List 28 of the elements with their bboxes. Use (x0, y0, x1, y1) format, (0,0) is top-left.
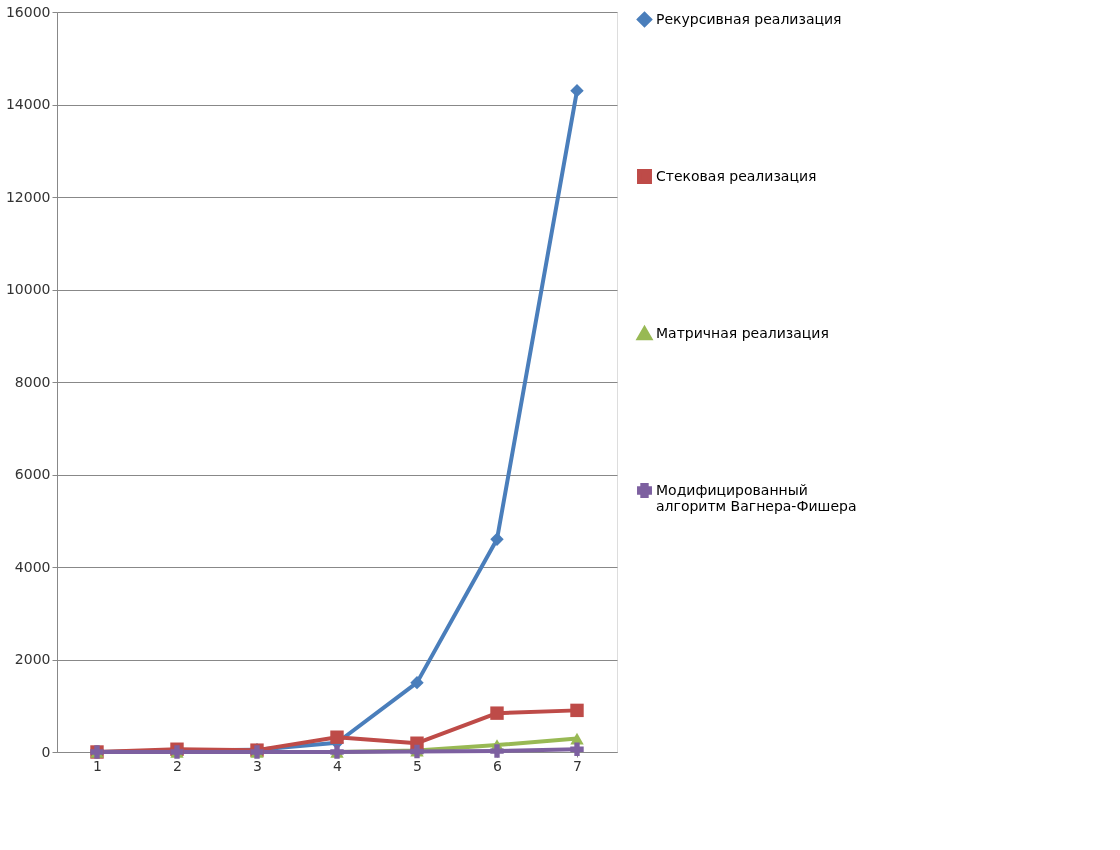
x-tick-label: 4 (333, 757, 343, 774)
point (330, 730, 344, 744)
y-tick-label: 8000 (14, 373, 51, 390)
y-tick-label: 14000 (5, 96, 51, 112)
legend-label: Рекурсивная реализация (656, 10, 842, 27)
legend-label: Модифицированный алгоритм Вагнера-Фишера (656, 481, 857, 514)
point (490, 706, 504, 720)
point (410, 675, 424, 690)
legend-label: Матричная реализация (656, 324, 829, 341)
y-tick-label: 10000 (5, 281, 51, 297)
y-tick-label: 0 (41, 743, 51, 760)
y-tick-label: 12000 (5, 188, 51, 205)
point (570, 703, 584, 718)
x-tick-label: 5 (413, 757, 422, 774)
x-tick-label: 1 (93, 757, 102, 774)
point (570, 83, 584, 98)
y-tick-label: 4000 (14, 558, 51, 575)
legend-label: Стековая реализация (656, 167, 817, 184)
y-tick-label: 16000 (5, 3, 51, 20)
x-tick-label: 7 (573, 757, 582, 774)
x-tick-label: 2 (173, 757, 182, 774)
x-tick-label: 6 (493, 757, 503, 774)
point (490, 532, 504, 546)
x-tick-label: 3 (253, 757, 262, 774)
y-tick-label: 2000 (14, 651, 51, 667)
y-tick-label: 6000 (14, 466, 51, 482)
point (490, 744, 504, 758)
point (570, 742, 584, 756)
